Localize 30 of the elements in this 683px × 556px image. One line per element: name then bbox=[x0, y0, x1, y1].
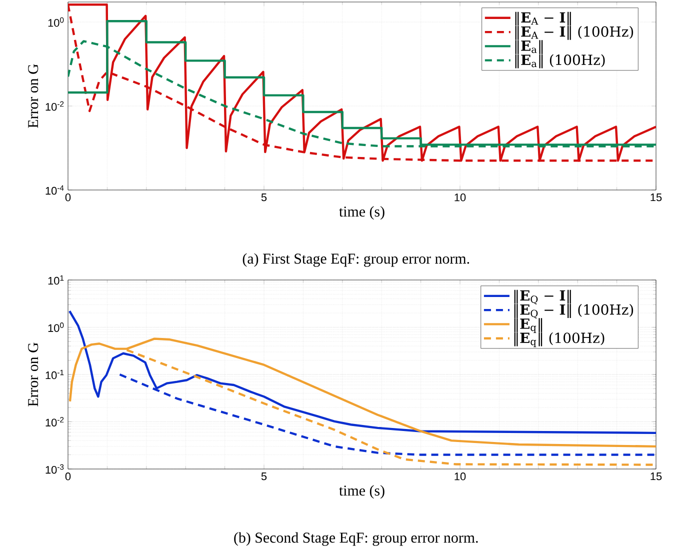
y-tick-label: 10$^{-1}$ bbox=[46, 370, 64, 380]
x-tick-label: 10 bbox=[454, 472, 466, 480]
x-tick-label: 15 bbox=[650, 472, 662, 480]
x-axis-title: time (s) bbox=[339, 485, 384, 499]
x-tick-label: 0 bbox=[65, 472, 71, 480]
y-tick-label: 10$^{0}$ bbox=[48, 17, 64, 27]
x-tick-label: 10 bbox=[454, 194, 466, 202]
text: (b) Second Stage EqF: group error norm. bbox=[234, 532, 478, 546]
legend-label: ‖E$_{a}$‖ (100Hz) bbox=[515, 54, 605, 68]
y-axis-title: Error on G bbox=[28, 342, 38, 406]
legend-label: ‖E$_{Q}$ − I‖ bbox=[514, 290, 571, 304]
legend-label: ‖E$_{Q}$ − I‖ (100Hz) bbox=[514, 304, 634, 319]
y-tick-label: 10$^{1}$ bbox=[48, 275, 64, 285]
y-tick-label: 10$^{-2}$ bbox=[46, 101, 64, 111]
x-tick-label: 5 bbox=[261, 472, 267, 480]
legend-label: ‖E$_{q}$‖ bbox=[514, 318, 542, 333]
x-tick-label: 5 bbox=[261, 194, 267, 202]
y-tick-label: 10$^{-3}$ bbox=[46, 464, 64, 474]
legend-label: ‖E$_{a}$‖ bbox=[515, 40, 543, 54]
y-axis-title: Error on G bbox=[28, 64, 38, 128]
x-tick-label: 0 bbox=[65, 194, 71, 202]
legend-label: ‖E$_{A}$ − I‖ bbox=[515, 12, 571, 26]
x-tick-label: 15 bbox=[650, 194, 662, 202]
x-axis-title: time (s) bbox=[339, 206, 384, 220]
text: (a) First Stage EqF: group error norm. bbox=[242, 253, 470, 267]
y-tick-label: 10$^{-4}$ bbox=[46, 185, 64, 195]
y-tick-label: 10$^{0}$ bbox=[48, 322, 64, 332]
legend-label: ‖E$_{q}$‖ (100Hz) bbox=[514, 332, 604, 348]
legend-label: ‖E$_{A}$ − I‖ (100Hz) bbox=[515, 26, 634, 40]
y-tick-label: 10$^{-2}$ bbox=[46, 417, 64, 426]
